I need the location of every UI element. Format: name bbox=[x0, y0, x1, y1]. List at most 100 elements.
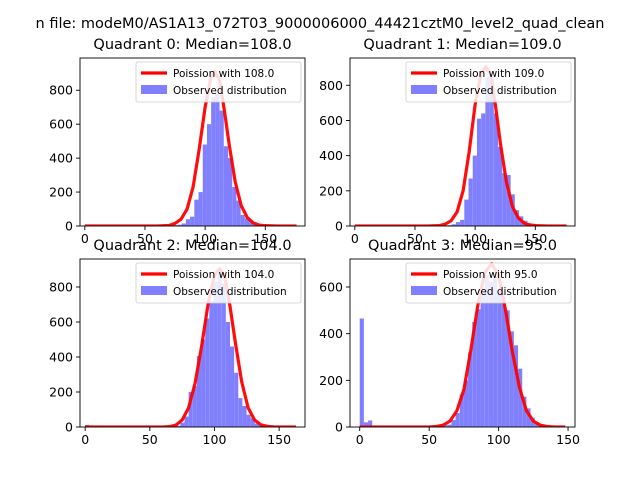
y-tick-label: 0 bbox=[335, 219, 343, 234]
legend: Poission with 108.0 Observed distribution bbox=[135, 61, 302, 103]
histogram-bar bbox=[451, 224, 456, 226]
histogram-bar bbox=[209, 301, 214, 427]
histogram-bar bbox=[359, 318, 364, 427]
x-tick-label: 0 bbox=[351, 231, 359, 246]
y-tick-label: 800 bbox=[49, 83, 73, 98]
histogram-bar bbox=[468, 178, 473, 226]
histogram-bar bbox=[225, 322, 230, 427]
legend-label-histogram: Observed distribution bbox=[443, 286, 557, 298]
poisson-curve bbox=[359, 262, 566, 427]
histogram-bar bbox=[219, 110, 224, 226]
histogram-bar bbox=[476, 309, 481, 427]
histogram-bar bbox=[480, 292, 485, 427]
y-tick-label: 400 bbox=[319, 326, 343, 341]
chart-title: Quadrant 3: Median=95.0 bbox=[368, 238, 557, 254]
histogram-bar bbox=[217, 271, 222, 427]
x-tick-label: 100 bbox=[487, 432, 511, 447]
y-tick-label: 200 bbox=[49, 185, 73, 200]
histogram-bar bbox=[497, 291, 502, 427]
x-tick-label: 150 bbox=[253, 231, 277, 246]
histogram-bar bbox=[201, 339, 206, 427]
histogram-bar bbox=[455, 413, 460, 427]
histogram-bar bbox=[176, 425, 181, 427]
chart-title: Quadrant 1: Median=109.0 bbox=[363, 37, 561, 53]
x-tick-label: 50 bbox=[137, 231, 153, 246]
histogram-bar bbox=[205, 318, 210, 427]
x-tick-label: 50 bbox=[407, 231, 423, 246]
legend-box bbox=[405, 61, 572, 103]
histogram-bar bbox=[180, 422, 185, 427]
histogram-bar bbox=[196, 356, 202, 427]
x-tick-label: 150 bbox=[267, 432, 291, 447]
legend-box bbox=[135, 262, 302, 304]
legend-swatch-histogram bbox=[141, 85, 167, 94]
figure-suptitle: n file: modeM0/AS1A13_072T03_9000006000_… bbox=[36, 16, 605, 32]
histogram-bar bbox=[206, 124, 212, 226]
histogram-bar bbox=[455, 222, 461, 226]
histogram-bars bbox=[359, 275, 556, 427]
histogram-bar bbox=[184, 416, 189, 427]
histogram-bar bbox=[181, 223, 186, 226]
legend: Poission with 95.0 Observed distribution bbox=[405, 262, 572, 304]
y-tick-label: 0 bbox=[65, 420, 73, 435]
legend-label-poisson: Poission with 109.0 bbox=[443, 68, 544, 80]
histogram-bar bbox=[232, 186, 237, 226]
chart-title: Quadrant 2: Median=104.0 bbox=[93, 238, 291, 254]
y-tick-label: 0 bbox=[65, 219, 73, 234]
histogram-bar bbox=[460, 219, 465, 226]
histogram-bar bbox=[522, 396, 527, 427]
x-tick-label: 150 bbox=[523, 231, 547, 246]
histogram-bar bbox=[246, 414, 251, 427]
y-tick-label: 400 bbox=[49, 350, 73, 365]
y-tick-label: 400 bbox=[319, 148, 343, 163]
histogram-bar bbox=[489, 76, 494, 226]
histogram-bar bbox=[463, 380, 469, 427]
histogram-bar bbox=[502, 173, 507, 226]
histogram-bar bbox=[192, 385, 197, 427]
histogram-bar bbox=[476, 118, 482, 226]
chart-panel-2: Quadrant 2: Median=104.0 0 50 100 150 0 200 400… bbox=[49, 238, 306, 447]
x-tick-label: 0 bbox=[356, 432, 364, 447]
y-tick-label: 0 bbox=[335, 420, 343, 435]
legend-label-poisson: Poission with 104.0 bbox=[173, 269, 274, 281]
y-tick-label: 200 bbox=[49, 385, 73, 400]
histogram-bar bbox=[194, 199, 199, 226]
chart-panel-3: Quadrant 3: Median=95.0 0 50 100 150 0 200 400 6… bbox=[319, 238, 580, 447]
histogram-bar bbox=[484, 275, 489, 427]
histogram-bar bbox=[488, 282, 494, 427]
legend-label-poisson: Poission with 95.0 bbox=[443, 269, 538, 281]
x-tick-label: 100 bbox=[193, 231, 217, 246]
y-tick-label: 800 bbox=[49, 280, 73, 295]
legend-label-histogram: Observed distribution bbox=[173, 286, 287, 298]
x-tick-label: 150 bbox=[556, 432, 580, 447]
histogram-bar bbox=[242, 406, 247, 427]
legend-box bbox=[135, 61, 302, 103]
x-tick-label: 50 bbox=[142, 432, 158, 447]
x-tick-label: 0 bbox=[81, 432, 89, 447]
histogram-bar bbox=[526, 408, 531, 427]
histogram-bar bbox=[509, 331, 514, 427]
histogram-bar bbox=[368, 420, 373, 427]
legend-swatch-histogram bbox=[141, 286, 167, 295]
histogram-bar bbox=[363, 422, 369, 427]
histogram-bar bbox=[485, 76, 490, 226]
histogram-bar bbox=[501, 296, 506, 427]
y-tick-label: 600 bbox=[49, 315, 73, 330]
axes-frame bbox=[349, 258, 576, 428]
histogram-bar bbox=[493, 113, 498, 226]
histogram-bars bbox=[85, 271, 276, 427]
histogram-bar bbox=[254, 423, 259, 427]
poisson-curve bbox=[85, 267, 296, 427]
x-tick-label: 0 bbox=[81, 231, 89, 246]
histogram-bar bbox=[249, 220, 254, 226]
histogram-bar bbox=[506, 174, 511, 226]
legend-swatch-histogram bbox=[411, 85, 437, 94]
axes-frame bbox=[79, 57, 306, 227]
histogram-bars bbox=[89, 93, 271, 226]
axes-frame bbox=[79, 258, 306, 428]
histogram-bar bbox=[518, 368, 523, 427]
histogram-bar bbox=[190, 216, 195, 226]
legend-label-poisson: Poission with 108.0 bbox=[173, 68, 274, 80]
chart-panel-0: Quadrant 0: Median=108.0 0 50 100 150 0 200 400… bbox=[49, 37, 306, 246]
